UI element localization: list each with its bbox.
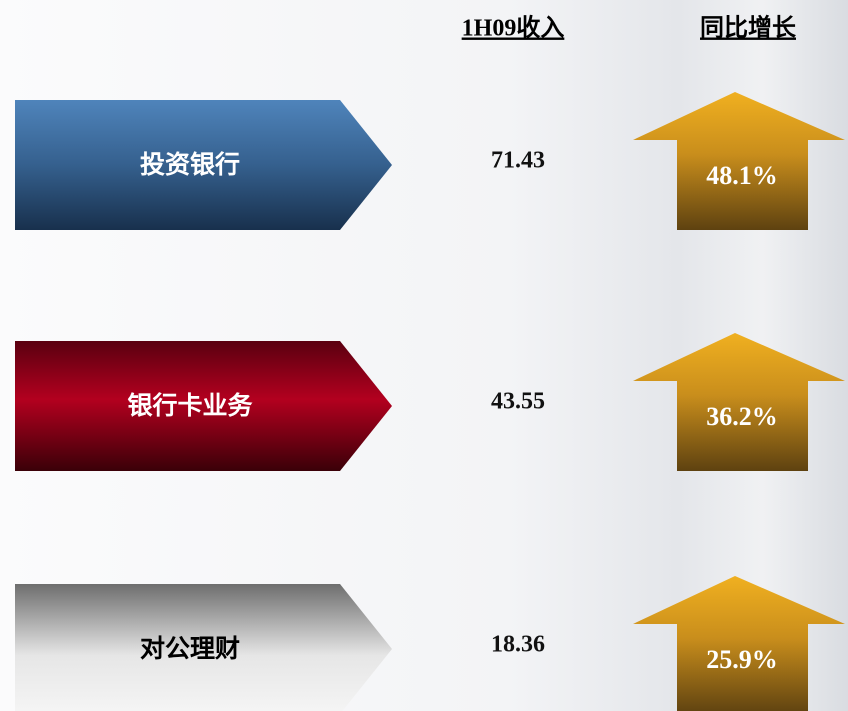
growth: 25.9% xyxy=(706,645,778,674)
growth-arrow xyxy=(633,92,845,230)
row-arrow xyxy=(15,584,392,711)
growth-arrow xyxy=(633,333,845,471)
revenue: 18.36 xyxy=(491,632,545,658)
growth: 36.2% xyxy=(706,402,778,431)
column-header: 同比增长 xyxy=(700,14,797,42)
column-header: 1H09收入 xyxy=(462,15,565,42)
row-label: 投资银行 xyxy=(140,150,240,179)
revenue: 43.55 xyxy=(491,389,545,415)
growth: 48.1% xyxy=(706,161,778,190)
row-arrow xyxy=(15,341,392,471)
revenue: 71.43 xyxy=(491,148,545,174)
growth-arrow xyxy=(633,576,845,711)
row-label: 对公理财 xyxy=(140,634,240,663)
row-arrow xyxy=(15,100,392,230)
row-label: 银行卡业务 xyxy=(127,391,252,420)
